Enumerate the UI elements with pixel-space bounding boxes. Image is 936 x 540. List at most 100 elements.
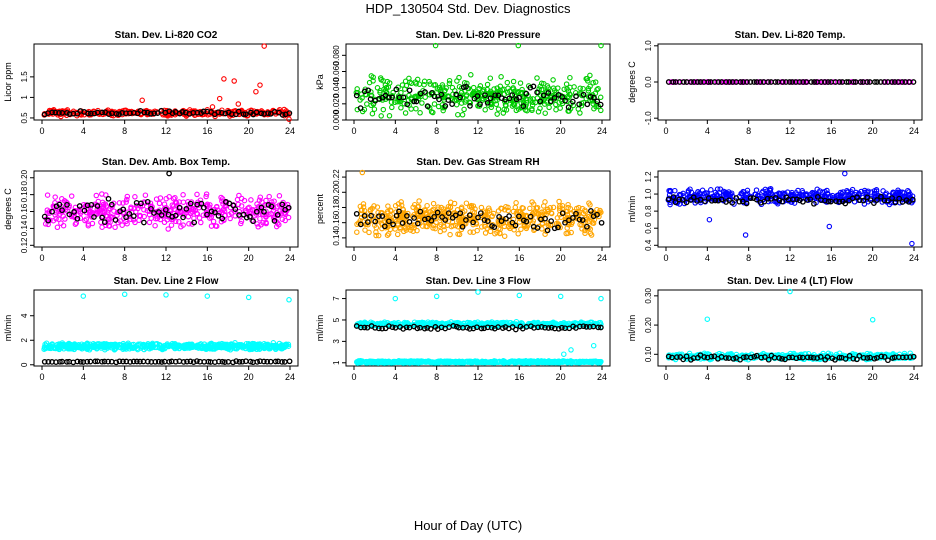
data-point xyxy=(238,195,245,202)
data-point xyxy=(170,342,177,349)
data-point xyxy=(871,193,877,200)
x-tick-label: 4 xyxy=(705,372,710,382)
data-point xyxy=(874,79,880,85)
data-point xyxy=(761,198,768,205)
data-point xyxy=(590,80,596,86)
data-point xyxy=(527,213,534,220)
data-point xyxy=(554,215,561,221)
data-point xyxy=(470,84,477,91)
data-point xyxy=(484,218,491,224)
data-point xyxy=(566,217,572,224)
data-point xyxy=(892,199,899,206)
data-point xyxy=(585,88,592,94)
data-point xyxy=(258,110,265,117)
data-point xyxy=(395,201,402,207)
data-point xyxy=(240,111,247,118)
x-tick-label: 20 xyxy=(868,126,878,136)
data-point xyxy=(282,210,288,216)
data-point xyxy=(484,99,491,106)
data-point xyxy=(573,205,580,212)
data-point xyxy=(424,223,431,230)
data-point xyxy=(264,358,271,365)
data-point xyxy=(482,107,488,113)
data-point xyxy=(428,217,435,224)
data-point xyxy=(71,209,77,215)
data-point xyxy=(401,101,408,107)
data-point xyxy=(188,206,195,213)
data-point xyxy=(594,211,600,218)
data-point xyxy=(695,188,701,195)
data-point xyxy=(183,206,190,212)
data-point xyxy=(551,225,558,232)
data-point xyxy=(387,212,393,219)
data-point xyxy=(44,207,51,213)
data-point xyxy=(102,346,108,353)
data-point xyxy=(588,359,595,366)
data-point xyxy=(555,325,562,332)
data-point xyxy=(836,79,843,85)
data-point xyxy=(854,194,860,201)
data-point xyxy=(772,79,779,85)
x-tick-label: 24 xyxy=(597,126,607,136)
data-point xyxy=(360,201,367,207)
data-point xyxy=(384,224,391,230)
x-tick-label: 12 xyxy=(785,372,795,382)
data-point xyxy=(708,187,714,193)
data-point xyxy=(81,207,88,214)
data-point xyxy=(152,358,159,365)
data-point xyxy=(489,359,496,365)
data-point xyxy=(432,42,439,49)
data-point xyxy=(219,358,226,365)
data-point xyxy=(248,344,255,350)
data-point xyxy=(567,84,573,91)
x-tick-label: 8 xyxy=(746,126,751,136)
x-tick-label: 24 xyxy=(285,126,295,136)
data-point xyxy=(127,216,134,223)
x-tick-label: 24 xyxy=(909,253,919,263)
data-point xyxy=(385,231,392,237)
data-point xyxy=(372,218,379,225)
data-point xyxy=(556,198,562,205)
data-point xyxy=(440,107,446,114)
data-point xyxy=(577,358,584,365)
x-tick-label: 4 xyxy=(393,253,398,263)
data-point xyxy=(551,95,558,101)
data-point xyxy=(565,230,571,236)
panel-title: Stan. Dev. Line 4 (LT) Flow xyxy=(727,276,853,287)
data-point xyxy=(753,352,760,359)
data-point xyxy=(510,321,517,327)
data-point xyxy=(120,200,126,206)
data-point xyxy=(909,196,916,203)
data-point xyxy=(273,223,280,230)
data-point xyxy=(550,85,557,91)
data-point xyxy=(432,360,439,366)
data-point xyxy=(215,212,222,219)
data-point xyxy=(433,293,440,300)
data-point xyxy=(83,216,90,222)
data-point xyxy=(718,196,725,203)
data-point xyxy=(753,79,760,85)
y-tick-label: 0.20 xyxy=(20,169,29,185)
data-point xyxy=(188,344,195,350)
data-point xyxy=(874,197,880,203)
data-point xyxy=(598,42,604,49)
data-point xyxy=(218,194,224,201)
data-point xyxy=(157,195,164,201)
data-point xyxy=(565,104,572,111)
data-point xyxy=(230,112,236,118)
x-tick-label: 4 xyxy=(705,253,710,263)
data-point xyxy=(180,359,187,365)
data-point xyxy=(466,212,473,219)
data-point xyxy=(254,201,260,207)
data-point xyxy=(587,72,593,79)
data-point xyxy=(501,233,508,239)
data-point xyxy=(439,102,446,108)
data-point xyxy=(459,112,466,118)
data-point xyxy=(268,210,274,217)
data-point xyxy=(753,196,760,203)
data-point xyxy=(488,104,495,111)
data-point xyxy=(456,231,463,238)
data-point xyxy=(548,321,554,327)
